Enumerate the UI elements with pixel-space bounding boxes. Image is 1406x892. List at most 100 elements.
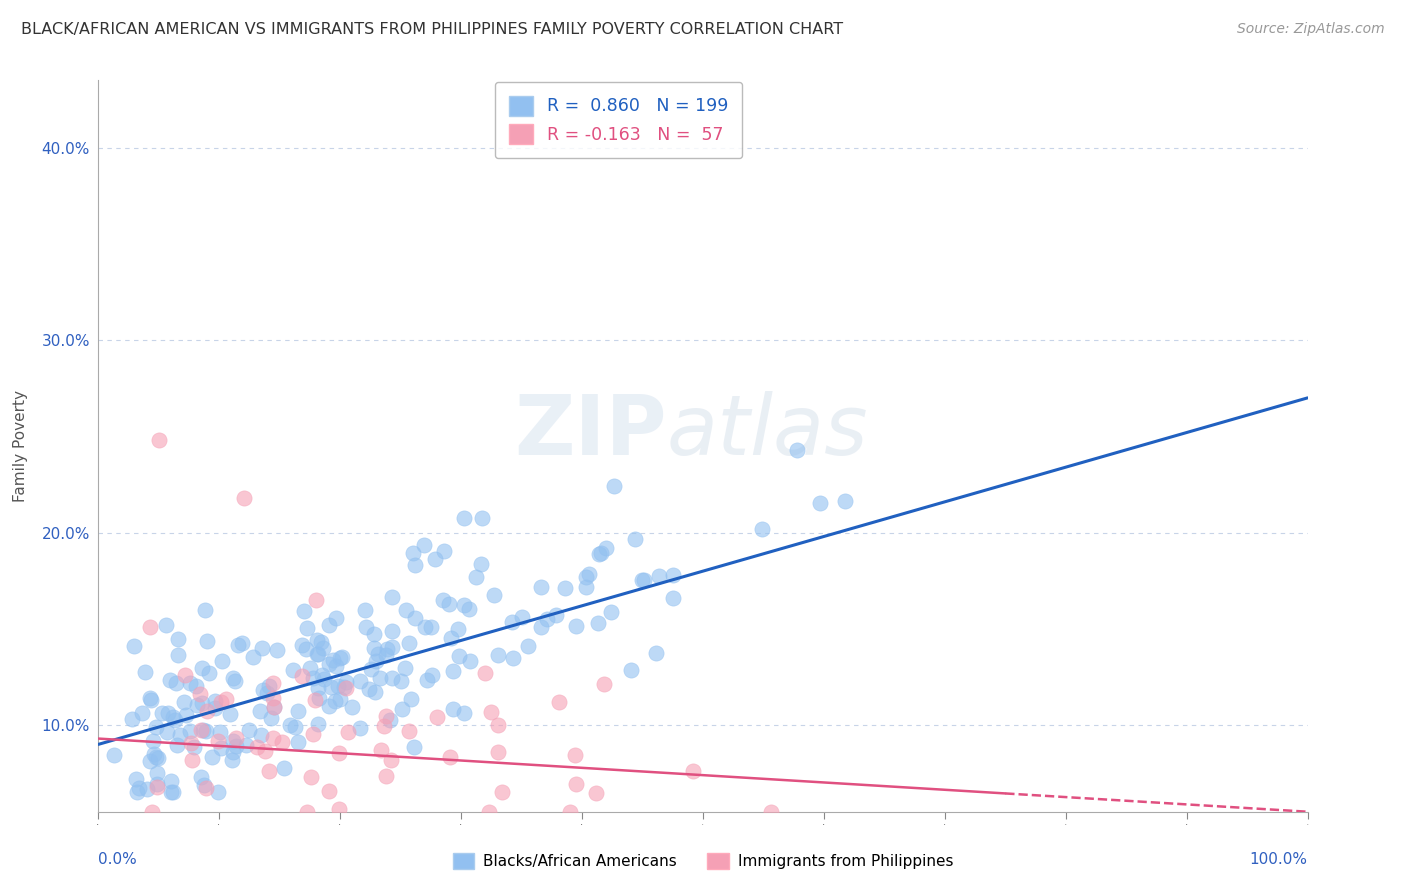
Point xyxy=(139,620,162,634)
Point xyxy=(159,773,181,788)
Point xyxy=(420,620,443,634)
Point xyxy=(226,638,249,652)
Point xyxy=(380,753,402,767)
Point xyxy=(363,627,385,641)
Point xyxy=(188,687,211,701)
Point xyxy=(381,590,404,604)
Point xyxy=(662,591,685,606)
Point xyxy=(325,658,347,673)
Point xyxy=(207,734,229,748)
Point xyxy=(482,588,505,602)
Point xyxy=(291,669,314,683)
Point xyxy=(357,682,380,697)
Point xyxy=(595,541,617,555)
Point xyxy=(231,636,253,650)
Point xyxy=(287,735,309,749)
Point xyxy=(328,746,350,760)
Point xyxy=(437,597,460,611)
Point xyxy=(266,643,288,657)
Point xyxy=(165,713,187,727)
Point xyxy=(321,680,343,694)
Point xyxy=(215,691,238,706)
Point xyxy=(299,770,322,784)
Point xyxy=(156,724,179,739)
Point xyxy=(377,641,399,656)
Point xyxy=(439,750,461,764)
Point xyxy=(221,753,243,767)
Point xyxy=(195,704,218,718)
Point xyxy=(328,679,350,693)
Point xyxy=(305,593,328,607)
Point xyxy=(458,654,481,668)
Point xyxy=(195,634,218,648)
Point xyxy=(479,705,502,719)
Point xyxy=(464,570,486,584)
Point xyxy=(145,720,167,734)
Point xyxy=(308,691,330,706)
Point xyxy=(751,522,773,536)
Point xyxy=(307,648,329,662)
Point xyxy=(311,667,333,681)
Point xyxy=(645,646,668,660)
Point xyxy=(375,769,398,783)
Point xyxy=(586,615,609,630)
Point xyxy=(167,648,190,662)
Point xyxy=(620,663,643,677)
Point xyxy=(491,785,513,799)
Point xyxy=(662,567,685,582)
Text: Source: ZipAtlas.com: Source: ZipAtlas.com xyxy=(1237,22,1385,37)
Point xyxy=(441,702,464,716)
Point xyxy=(301,727,323,741)
Point xyxy=(544,607,567,622)
Point xyxy=(354,603,377,617)
Point xyxy=(318,618,340,632)
Point xyxy=(404,558,426,573)
Point xyxy=(328,651,350,665)
Point xyxy=(183,739,205,754)
Point xyxy=(142,747,165,762)
Point xyxy=(398,723,420,738)
Point xyxy=(328,691,350,706)
Point xyxy=(179,724,201,739)
Text: 100.0%: 100.0% xyxy=(1250,852,1308,867)
Point xyxy=(335,674,357,689)
Point xyxy=(333,680,356,694)
Point xyxy=(273,761,295,775)
Point xyxy=(292,605,315,619)
Point xyxy=(253,743,276,757)
Point xyxy=(308,681,330,695)
Point xyxy=(222,671,245,685)
Point xyxy=(391,702,413,716)
Point xyxy=(364,654,387,668)
Point xyxy=(447,622,470,636)
Point xyxy=(565,619,588,633)
Point xyxy=(204,694,226,708)
Point xyxy=(360,662,382,676)
Point xyxy=(167,632,190,646)
Point xyxy=(603,479,626,493)
Point xyxy=(578,567,600,582)
Point xyxy=(564,747,586,762)
Point xyxy=(834,493,856,508)
Point xyxy=(440,631,463,645)
Point xyxy=(222,745,245,759)
Point xyxy=(260,711,283,725)
Point xyxy=(257,764,280,778)
Point xyxy=(474,666,496,681)
Point xyxy=(162,710,184,724)
Point xyxy=(190,661,212,675)
Point xyxy=(232,491,254,505)
Point xyxy=(453,510,475,524)
Point xyxy=(145,780,167,794)
Point xyxy=(263,699,285,714)
Point xyxy=(135,782,157,797)
Point xyxy=(593,677,616,691)
Point xyxy=(349,721,371,735)
Point xyxy=(124,772,146,786)
Point xyxy=(486,718,509,732)
Point xyxy=(381,640,404,654)
Legend: R =  0.860   N = 199, R = -0.163   N =  57: R = 0.860 N = 199, R = -0.163 N = 57 xyxy=(495,82,742,158)
Point xyxy=(146,777,169,791)
Point xyxy=(536,612,558,626)
Point xyxy=(211,654,233,668)
